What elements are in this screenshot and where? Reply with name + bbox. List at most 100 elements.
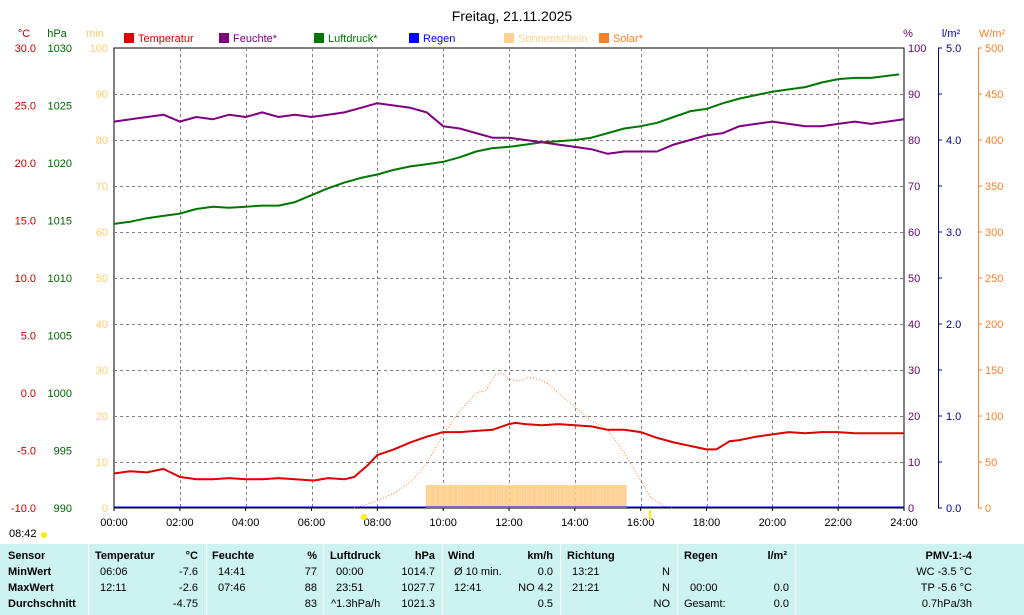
solar-line	[354, 372, 674, 509]
stats-divider	[442, 544, 443, 615]
solar-tick-label: 50	[985, 457, 997, 469]
legend: Temperatur Feuchte* Luftdruck* Regen Son…	[124, 33, 644, 45]
sunrise-marker	[361, 514, 367, 520]
min-tick-label: 40	[96, 319, 108, 331]
min-tick-label: 100	[90, 43, 108, 55]
stats-row-label: MaxWert	[8, 582, 54, 594]
min-tick-label: 70	[96, 181, 108, 193]
stats-header-wind-unit: km/h	[527, 550, 553, 562]
timestamp: 08:42	[9, 528, 37, 540]
temp-tick-label: 0.0	[21, 388, 36, 400]
solar-tick-label: 350	[985, 181, 1003, 193]
solar-tick-label: 250	[985, 273, 1003, 285]
stats-row-label: MinWert	[8, 566, 52, 578]
hpa-tick-label: 1000	[48, 388, 72, 400]
stats-header-temp-unit: °C	[185, 550, 198, 562]
stats-wind-value: NO 4.2	[518, 582, 553, 594]
solar-tick-label: 200	[985, 319, 1003, 331]
stats-press-time: ^1.3hPa/h	[331, 598, 381, 610]
legend-swatch-luftdruck	[314, 33, 324, 43]
stats-divider	[206, 544, 207, 615]
time-tick-label: 10:00	[429, 517, 457, 529]
hpa-tick-label: 1020	[48, 158, 72, 170]
stats-extra: WC -3.5 °C	[916, 566, 972, 578]
hpa-tick-label: 995	[54, 446, 72, 458]
stats-wind-value: 0.5	[537, 598, 553, 610]
temp-tick-label: 15.0	[15, 216, 36, 228]
percent-tick-label: 40	[908, 319, 920, 331]
hpa-tick-label: 1015	[48, 216, 72, 228]
stats-extra: TP -5.6 °C	[920, 582, 972, 594]
min-tick-label: 10	[96, 457, 108, 469]
legend-swatch-solar	[599, 33, 609, 43]
stats-dir-value: N	[662, 566, 670, 578]
hpa-tick-label: 1005	[48, 331, 72, 343]
percent-tick-label: 10	[908, 457, 920, 469]
pressure-line	[113, 73, 900, 225]
time-tick-label: 24:00	[890, 517, 918, 529]
legend-swatch-temperatur	[124, 33, 134, 43]
unit-percent-label: %	[903, 28, 913, 40]
hpa-tick-label: 1010	[48, 273, 72, 285]
stats-header-hum-unit: %	[307, 550, 317, 562]
time-tick-label: 00:00	[100, 517, 128, 529]
percent-tick-label: 0	[908, 503, 914, 515]
time-tick-label: 12:00	[495, 517, 523, 529]
temp-tick-label: -10.0	[11, 503, 36, 515]
solar-tick-label: 500	[985, 43, 1003, 55]
percent-tick-label: 30	[908, 365, 920, 377]
stats-header-press-unit: hPa	[414, 550, 435, 562]
legend-swatch-sonnenschein	[504, 33, 514, 43]
percent-tick-label: 50	[908, 273, 920, 285]
chart-title: Freitag, 21.11.2025	[452, 8, 573, 24]
time-tick-label: 14:00	[561, 517, 589, 529]
stats-wind-label: 12:41	[454, 582, 482, 594]
stats-extra: 0.7hPa/3h	[921, 598, 972, 610]
stats-hum-time: 07:46	[218, 582, 246, 594]
min-tick-label: 60	[96, 227, 108, 239]
percent-tick-label: 60	[908, 227, 920, 239]
stats-press-value: 1021.3	[401, 598, 435, 610]
min-tick-label: 80	[96, 135, 108, 147]
stats-temp-value: -2.6	[179, 582, 198, 594]
stats-header-rain: Regen	[684, 550, 718, 562]
rain-tick-label: 3.0	[946, 227, 961, 239]
hpa-tick-label: 990	[54, 503, 72, 515]
humidity-line	[113, 102, 905, 155]
stats-divider	[677, 544, 678, 615]
stats-hum-value: 77	[304, 566, 317, 578]
stats-hum-value: 88	[304, 582, 317, 594]
stats-rain-time: Gesamt:	[684, 598, 726, 610]
solar-tick-label: 450	[985, 89, 1003, 101]
percent-tick-label: 80	[908, 135, 920, 147]
stats-dir-time: 13:21	[572, 566, 600, 578]
stats-row-label: Durchschnitt	[8, 598, 76, 610]
stats-rain-time: 00:00	[690, 582, 718, 594]
rain-tick-label: 1.0	[946, 411, 961, 423]
time-tick-label: 04:00	[232, 517, 260, 529]
percent-tick-label: 70	[908, 181, 920, 193]
rain-tick-label: 5.0	[946, 43, 961, 55]
stats-hum-value: 83	[304, 598, 317, 610]
stats-header-sensor: Sensor	[8, 550, 46, 562]
legend-label-sonnenschein: Sonnenschein	[518, 33, 588, 45]
stats-hum-time: 14:41	[218, 566, 246, 578]
solar-tick-label: 150	[985, 365, 1003, 377]
stats-table: Sensor Temperatur °C Feuchte % Luftdruck…	[0, 544, 1024, 615]
stats-dir-time: 21:21	[572, 582, 600, 594]
unit-rain-label: l/m²	[942, 28, 961, 40]
stats-divider	[795, 544, 796, 615]
stats-temp-value: -4.75	[172, 598, 198, 610]
legend-label-solar: Solar*	[613, 33, 644, 45]
stats-wind-value: 0.0	[537, 566, 553, 578]
stats-header-wind: Wind	[448, 550, 475, 562]
stats-header-rain-unit: l/m²	[767, 550, 787, 562]
percent-tick-label: 100	[908, 43, 926, 55]
temp-tick-label: 5.0	[21, 331, 36, 343]
time-tick-label: 08:00	[364, 517, 392, 529]
unit-celsius-label: °C	[18, 28, 30, 40]
unit-hpa-label: hPa	[47, 28, 67, 40]
time-tick-label: 20:00	[759, 517, 787, 529]
rain-tick-label: 4.0	[946, 135, 961, 147]
legend-swatch-regen	[409, 33, 419, 43]
